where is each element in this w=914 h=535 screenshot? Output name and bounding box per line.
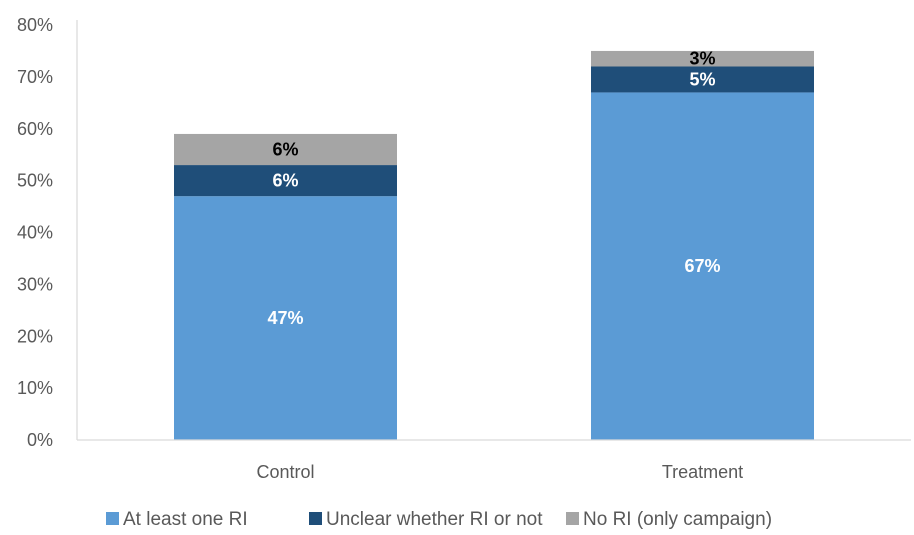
legend-label: Unclear whether RI or not bbox=[326, 509, 543, 530]
data-label: 5% bbox=[689, 69, 715, 89]
y-tick-label: 30% bbox=[17, 274, 53, 294]
legend-swatch bbox=[106, 512, 119, 525]
bar-segment bbox=[591, 66, 814, 93]
legend-swatch bbox=[309, 512, 322, 525]
y-tick-label: 0% bbox=[27, 430, 53, 450]
bar-segment bbox=[591, 92, 814, 440]
y-tick-label: 60% bbox=[17, 119, 53, 139]
y-tick-label: 20% bbox=[17, 326, 53, 346]
x-tick-label: Treatment bbox=[662, 462, 743, 482]
data-label: 67% bbox=[684, 256, 720, 276]
y-axis: 0% 10% 20% 30% 40% 50% 60% 70% 80% bbox=[17, 15, 78, 450]
bar-segment bbox=[591, 50, 814, 67]
data-label: 47% bbox=[267, 308, 303, 328]
legend-label: No RI (only campaign) bbox=[583, 509, 772, 530]
x-tick-label: Control bbox=[256, 462, 314, 482]
y-tick-label: 80% bbox=[17, 15, 53, 35]
data-label: 6% bbox=[272, 140, 298, 160]
legend-label: At least one RI bbox=[123, 509, 248, 530]
y-tick-label: 70% bbox=[17, 67, 53, 87]
legend: At least one RI Unclear whether RI or not… bbox=[106, 509, 772, 530]
y-tick-label: 10% bbox=[17, 378, 53, 398]
bars: 47% 6% 6% 67% 5%3% bbox=[174, 49, 814, 440]
bar-segment bbox=[174, 165, 397, 197]
x-axis: Control Treatment bbox=[77, 439, 911, 482]
y-tick-label: 40% bbox=[17, 223, 53, 243]
y-tick-label: 50% bbox=[17, 171, 53, 191]
legend-swatch bbox=[566, 512, 579, 525]
data-label: 3% bbox=[689, 49, 715, 69]
bar-segment bbox=[174, 196, 397, 440]
bar-segment bbox=[174, 133, 397, 166]
data-label: 6% bbox=[272, 171, 298, 191]
